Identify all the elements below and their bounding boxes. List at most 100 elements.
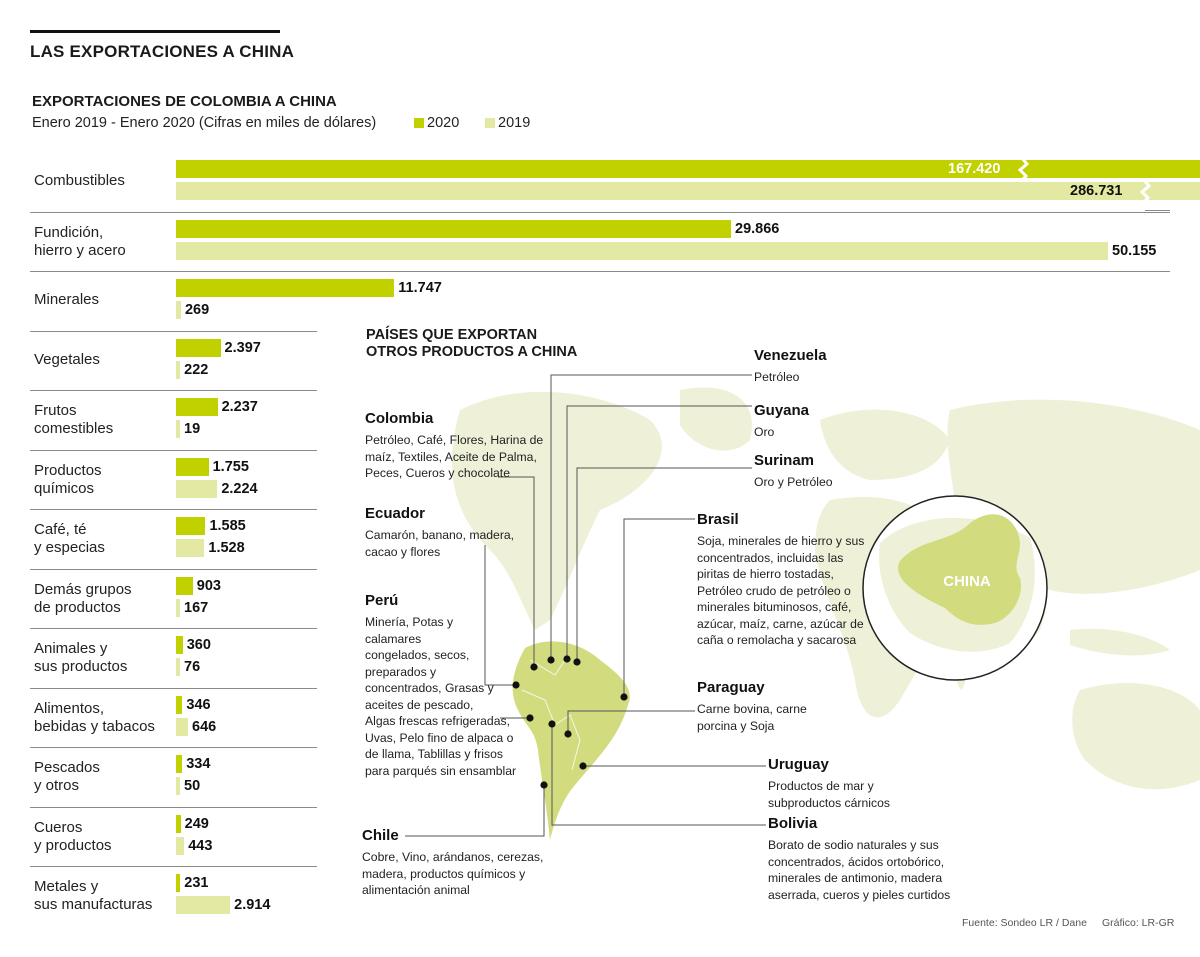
- bar-2019-cafe-te-y-especias: [176, 539, 205, 557]
- bar-2019-vegetales: [176, 360, 181, 379]
- country-products-bolivia: minerales de antimonio, madera: [768, 871, 943, 885]
- country-annotation-surinam: Surinam Oro y Petróleo: [754, 452, 833, 491]
- country-products-chile: madera, productos químicos y: [362, 866, 526, 881]
- chart-subtitle: Enero 2019 - Enero 2020 (Cifras en miles…: [32, 115, 377, 131]
- china-label: CHINA: [943, 573, 991, 590]
- category-label-cueros-y-productos: Cueros y productos: [34, 818, 112, 854]
- location-dot-brasil: [620, 693, 628, 701]
- country-products-peru: Algas frescas refrigeradas,: [365, 714, 510, 728]
- row-separator: [30, 449, 317, 451]
- legend-label-2019: 2019: [498, 115, 531, 131]
- category-label-fundicion-hierro-y-acero: Fundición, hierro y acero: [34, 223, 126, 259]
- country-annotation-bolivia: Bolivia Borato de sodio naturales y sus co…: [768, 815, 950, 903]
- location-dot-colombia: [530, 663, 538, 671]
- location-dot-paraguay: [564, 730, 572, 738]
- row-separator: [1145, 210, 1170, 211]
- leader-line-bolivia: [551, 724, 766, 826]
- country-products-peru: para parqués sin ensamblar: [365, 763, 517, 778]
- country-products-colombia: Petróleo, Café, Flores, Harina de: [365, 433, 544, 447]
- country-products-brasil: Petróleo crudo de petróleo o: [697, 583, 851, 598]
- bar-2019-cueros-y-productos: [176, 836, 185, 855]
- leader-line-venezuela: [550, 374, 752, 660]
- location-dot-guyana: [563, 655, 571, 663]
- legend-2020: 2020: [414, 115, 459, 131]
- row-separator: [30, 866, 317, 867]
- country-name-brasil: Brasil: [697, 511, 739, 528]
- country-products-bolivia: concentrados, ácidos ortobórico,: [768, 854, 945, 869]
- value-label-2020-productos-quimicos: 1.755: [212, 458, 249, 475]
- country-products-uruguay: subproductos cárnicos: [768, 795, 890, 810]
- bar-2020-productos-quimicos: [176, 457, 209, 476]
- bar-2019-metales-y-sus-manufacturas: [176, 896, 231, 914]
- location-dot-bolivia: [548, 720, 556, 728]
- country-annotation-venezuela: Venezuela Petróleo: [754, 347, 827, 386]
- bar-2020-vegetales: [176, 338, 221, 357]
- country-products-paraguay: Carne bovina, carne: [697, 702, 807, 716]
- bar-2020-fundicion-hierro-y-acero: [176, 219, 731, 238]
- country-products-chile: alimentación animal: [362, 883, 470, 897]
- row-separator: [30, 211, 1170, 213]
- bar-2020-combustibles: [176, 160, 1200, 178]
- country-products-brasil: Soja, minerales de hierro y sus: [697, 534, 865, 548]
- value-label-2019-pescados-y-otros: 50: [184, 778, 201, 794]
- country-products-surinam: Oro y Petróleo: [754, 475, 833, 489]
- country-products-brasil: caña o remolacha y sacarosa: [697, 633, 857, 647]
- country-products-bolivia: aserrada, cueros y pieles curtidos: [768, 887, 951, 902]
- bar-2020-alimentos-bebidas-y-tabacos: [176, 695, 183, 714]
- category-label-vegetales: Vegetales: [34, 350, 100, 368]
- country-products-bolivia: Borato de sodio naturales y sus: [768, 838, 939, 852]
- country-products-peru: aceites de pescado,: [365, 697, 474, 712]
- country-products-brasil: piritas de hierro tostadas,: [697, 567, 834, 581]
- category-label-animales-y-sus-productos: Animales y sus productos: [34, 640, 128, 675]
- country-products-ecuador: cacao y flores: [365, 544, 441, 559]
- title-rule: [30, 30, 280, 33]
- south-america-borders: [521, 659, 581, 771]
- value-label-2019-frutos-comestibles: 19: [184, 421, 201, 437]
- country-annotation-chile: Chile Cobre, Vino, arándanos, cerezas, mad…: [362, 827, 543, 899]
- location-dot-uruguay: [579, 762, 587, 770]
- country-name-bolivia: Bolivia: [768, 815, 818, 832]
- value-label-2020-minerales: 11.747: [398, 280, 442, 296]
- bar-2019-fundicion-hierro-y-acero: [176, 241, 1109, 260]
- value-label-2020-pescados-y-otros: 334: [186, 756, 211, 772]
- country-annotation-paraguay: Paraguay Carne bovina, carne porcina y Soj…: [697, 679, 807, 734]
- country-name-peru: Perú: [365, 592, 399, 609]
- chart-title: EXPORTACIONES DE COLOMBIA A CHINA: [32, 93, 337, 110]
- location-dot-venezuela: [547, 656, 555, 664]
- value-label-2019-alimentos-bebidas-y-tabacos: 646: [192, 718, 217, 735]
- map-title: PAÍSES QUE EXPORTAN OTROS PRODUCTOS A CH…: [366, 327, 577, 361]
- category-label-combustibles: Combustibles: [34, 172, 125, 189]
- country-products-brasil: concentrados, incluidas las: [697, 550, 844, 565]
- category-label-minerales: Minerales: [34, 291, 100, 308]
- row-separator: [30, 687, 317, 689]
- axis-break-2020: [1017, 158, 1030, 180]
- value-label-2019-cueros-y-productos: 443: [188, 837, 213, 854]
- country-annotation-guyana: Guyana Oro: [754, 402, 809, 441]
- value-label-2020-frutos-comestibles: 2.237: [221, 399, 258, 415]
- value-label-2020-cafe-te-y-especias: 1.585: [209, 518, 246, 534]
- country-products-peru: Uvas, Pelo fino de alpaca o: [365, 730, 514, 745]
- category-label-alimentos-bebidas-y-tabacos: Alimentos, bebidas y tabacos: [34, 699, 155, 735]
- country-annotation-ecuador: Ecuador Camarón, banano, madera, cacao y f…: [365, 505, 514, 560]
- category-label-productos-quimicos: Productos químicos: [34, 461, 102, 497]
- china-inset: CHINA: [862, 495, 1048, 681]
- country-name-colombia: Colombia: [365, 410, 434, 427]
- category-label-demas-grupos-de-productos: Demás grupos de productos: [34, 580, 132, 616]
- country-name-paraguay: Paraguay: [697, 679, 765, 696]
- value-label-2020-demas-grupos-de-productos: 903: [196, 577, 221, 594]
- footer-credit: Gráfico: LR-GR: [1102, 917, 1175, 929]
- map-title-line1: PAÍSES QUE EXPORTAN: [366, 327, 538, 343]
- bar-2019-minerales: [176, 301, 181, 319]
- country-annotation-uruguay: Uruguay Productos de mar y subproductos cá…: [768, 756, 890, 811]
- value-label-2019-fundicion-hierro-y-acero: 50.155: [1112, 242, 1157, 259]
- page-title: LAS EXPORTACIONES A CHINA: [30, 42, 295, 61]
- south-america-shape: [512, 641, 630, 840]
- country-products-peru: preparados y: [365, 664, 437, 679]
- bar-2020-pescados-y-otros: [176, 755, 183, 773]
- row-separator: [30, 330, 317, 332]
- value-label-2019-metales-y-sus-manufacturas: 2.914: [234, 897, 271, 913]
- location-dot-ecuador: [512, 681, 520, 689]
- value-label-2019-demas-grupos-de-productos: 167: [184, 599, 209, 616]
- country-name-venezuela: Venezuela: [754, 347, 827, 364]
